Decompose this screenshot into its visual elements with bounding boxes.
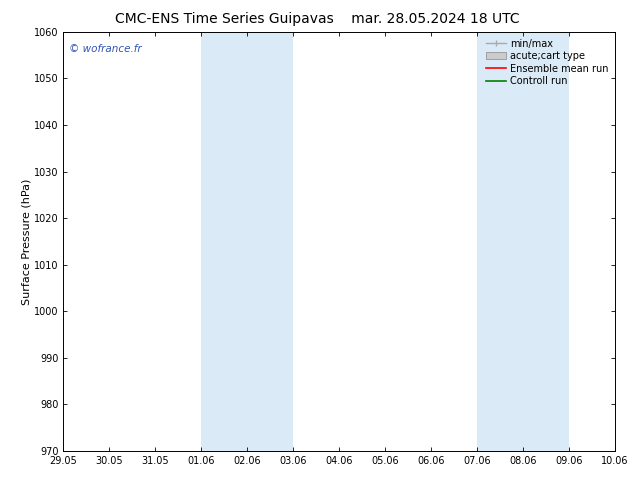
- Bar: [477, 32, 569, 451]
- Text: © wofrance.fr: © wofrance.fr: [69, 45, 141, 54]
- Text: CMC-ENS Time Series Guipavas    mar. 28.05.2024 18 UTC: CMC-ENS Time Series Guipavas mar. 28.05.…: [115, 12, 519, 26]
- Y-axis label: Surface Pressure (hPa): Surface Pressure (hPa): [21, 178, 31, 304]
- Legend: min/max, acute;cart type, Ensemble mean run, Controll run: min/max, acute;cart type, Ensemble mean …: [482, 35, 612, 90]
- Bar: [202, 32, 293, 451]
